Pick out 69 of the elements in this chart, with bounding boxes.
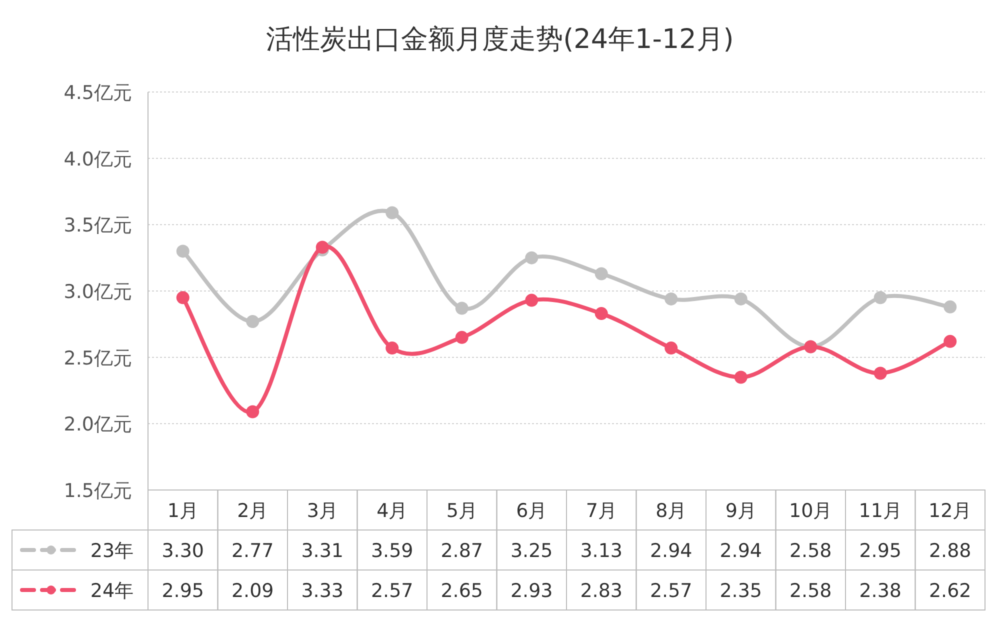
- point: [176, 244, 190, 258]
- point: [734, 370, 748, 384]
- legend: 23年: [20, 540, 134, 562]
- data-label: 3.59: [370, 540, 414, 562]
- point: [525, 294, 538, 307]
- x-tick-label: 8月: [656, 500, 687, 522]
- data-label: 2.38: [859, 580, 902, 602]
- point: [594, 307, 608, 320]
- point: [734, 292, 748, 306]
- data-label: 2.87: [440, 540, 484, 562]
- x-tick-label: 12月: [928, 500, 972, 522]
- x-tick-label: 10月: [789, 500, 832, 522]
- data-label: 2.88: [928, 540, 972, 562]
- data-label: 2.57: [650, 580, 692, 602]
- y-tick-label: 4.5亿元: [64, 82, 132, 104]
- legend: 24年: [20, 580, 134, 602]
- point: [455, 302, 468, 315]
- y-tick-label: 2.5亿元: [64, 347, 132, 370]
- data-label: 3.33: [301, 580, 344, 602]
- data-label: 3.13: [580, 540, 623, 562]
- x-tick-label: 2月: [237, 500, 268, 522]
- data-label: 2.77: [231, 540, 274, 562]
- x-tick-label: 6月: [516, 500, 548, 522]
- point: [455, 330, 468, 344]
- y-tick-label: 1.5亿元: [64, 480, 132, 502]
- point: [176, 291, 190, 304]
- x-tick-label: 3月: [306, 500, 338, 522]
- x-tick-label: 7月: [586, 500, 617, 522]
- data-label: 2.94: [720, 540, 762, 562]
- point: [246, 315, 260, 328]
- data-label: 2.95: [162, 580, 204, 602]
- point: [874, 291, 887, 304]
- data-label: 2.09: [231, 580, 274, 602]
- y-tick-label: 3.0亿元: [64, 281, 132, 303]
- point: [386, 206, 399, 220]
- legend-label: 24年: [90, 580, 134, 602]
- x-tick-label: 5月: [446, 500, 478, 522]
- data-label: 2.35: [720, 580, 762, 602]
- data-label: 2.58: [789, 580, 832, 602]
- x-tick-label: 1月: [167, 500, 198, 522]
- data-label: 2.95: [859, 540, 902, 562]
- data-label: 2.65: [440, 580, 484, 602]
- y-tick-label: 3.5亿元: [64, 214, 132, 237]
- data-label: 2.62: [928, 580, 972, 602]
- data-label: 2.93: [510, 580, 553, 602]
- point: [944, 300, 957, 314]
- point: [386, 342, 399, 355]
- legend-label: 23年: [90, 540, 134, 562]
- x-tick-label: 11月: [858, 500, 902, 522]
- data-label: 3.25: [510, 540, 553, 562]
- y-tick-label: 4.0亿元: [64, 148, 132, 170]
- x-tick-label: 9月: [725, 500, 756, 522]
- point: [525, 251, 538, 264]
- data-label: 2.58: [789, 540, 832, 562]
- point: [664, 342, 678, 355]
- x-tick-label: 4月: [376, 500, 408, 522]
- point: [944, 334, 957, 348]
- data-label: 2.94: [650, 540, 692, 562]
- data-label: 3.30: [162, 540, 204, 562]
- data-label: 2.83: [580, 580, 623, 602]
- point: [316, 240, 329, 254]
- data-label: 2.57: [370, 580, 414, 602]
- y-tick-label: 2.0亿元: [64, 414, 132, 436]
- point: [594, 267, 608, 280]
- chart-title: 活性炭出口金额月度走势(24年1-12月): [266, 24, 734, 55]
- point: [874, 366, 887, 380]
- data-label: 3.31: [301, 540, 344, 562]
- point: [664, 292, 678, 306]
- point: [246, 405, 260, 418]
